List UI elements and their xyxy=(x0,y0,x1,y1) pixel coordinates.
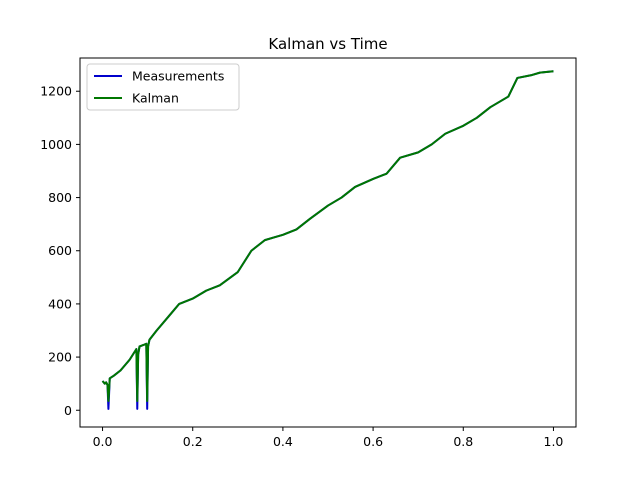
x-tick-label: 0.4 xyxy=(273,434,293,449)
plot-area-frame xyxy=(79,57,577,428)
y-tick-label: 1200 xyxy=(40,84,72,99)
x-tick-label: 0.8 xyxy=(453,434,473,449)
legend-label-kalman: Kalman xyxy=(132,91,179,106)
legend: Measurements Kalman xyxy=(86,63,240,111)
y-axis: 0 200 400 600 800 1000 1200 xyxy=(40,84,80,418)
y-tick-label: 0 xyxy=(64,403,72,418)
x-axis: 0.0 0.2 0.4 0.6 0.8 1.0 xyxy=(93,427,564,449)
y-tick-label: 200 xyxy=(48,350,72,365)
y-tick-label: 400 xyxy=(48,296,72,311)
y-tick-label: 800 xyxy=(48,190,72,205)
series-layer xyxy=(101,70,554,410)
x-tick-label: 0.0 xyxy=(93,434,113,449)
y-tick-label: 1000 xyxy=(40,137,72,152)
legend-label-measurements: Measurements xyxy=(132,69,224,84)
y-tick-label: 600 xyxy=(48,243,72,258)
x-tick-label: 1.0 xyxy=(544,434,564,449)
x-tick-label: 0.2 xyxy=(183,434,203,449)
series-line-kalman xyxy=(101,70,554,402)
x-tick-label: 0.6 xyxy=(363,434,383,449)
chart-title: Kalman vs Time xyxy=(268,35,387,53)
legend-box xyxy=(86,63,240,111)
